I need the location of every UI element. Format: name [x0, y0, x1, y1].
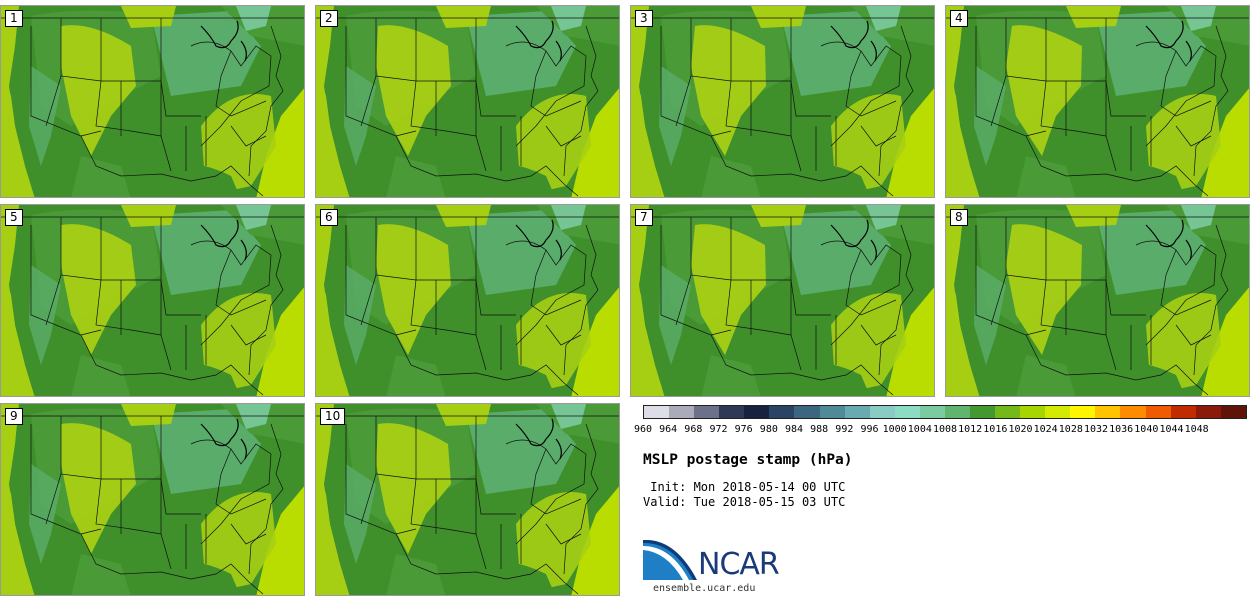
colorbar-swatch: [644, 406, 670, 418]
mslp-map: [1, 6, 304, 197]
colorbar-swatch: [995, 406, 1021, 418]
logo-url: ensemble.ucar.edu: [653, 583, 756, 594]
colorbar-swatch: [1070, 406, 1096, 418]
member-number-label: 1: [5, 10, 23, 27]
colorbar-swatch: [1045, 406, 1071, 418]
colorbar-tick-label: 984: [784, 424, 804, 435]
ensemble-member-panel: 10: [315, 403, 620, 596]
colorbar-tick-label: 960: [633, 424, 653, 435]
valid-time: Valid: Tue 2018-05-15 03 UTC: [643, 495, 846, 509]
chart-title: MSLP postage stamp (hPa): [643, 452, 853, 468]
colorbar-swatch: [1170, 406, 1196, 418]
colorbar-swatch: [869, 406, 895, 418]
colorbar-tick-label: 1008: [932, 424, 958, 435]
colorbar-ticks: 960 964 968 972 976 980 984 988 992 996 1000 1004 10…: [630, 424, 1260, 438]
colorbar-swatch: [844, 406, 870, 418]
mslp-map: [1, 205, 304, 396]
init-time: Init: Mon 2018-05-14 00 UTC: [643, 480, 846, 494]
ensemble-member-panel: 5: [0, 204, 305, 397]
mslp-map: [1, 404, 304, 595]
colorbar-tick-label: 972: [709, 424, 728, 435]
colorbar-tick-label: 1020: [1008, 424, 1033, 435]
colorbar-tick-label: 1000: [882, 424, 907, 435]
member-number-label: 2: [320, 10, 338, 27]
colorbar-tick-label: 976: [734, 424, 753, 435]
colorbar: [643, 405, 1247, 419]
member-number-label: 6: [320, 209, 338, 226]
ensemble-member-panel: 6: [315, 204, 620, 397]
ncar-logo-icon: [643, 540, 697, 580]
member-number-label: 4: [950, 10, 968, 27]
colorbar-tick-label: 980: [759, 424, 778, 435]
colorbar-tick-label: 996: [860, 424, 879, 435]
colorbar-tick-label: 1012: [958, 424, 983, 435]
colorbar-swatch: [1145, 406, 1171, 418]
mslp-map: [946, 6, 1249, 197]
mslp-map: [631, 205, 934, 396]
colorbar-tick-label: 1028: [1058, 424, 1083, 435]
colorbar-tick-label: 1004: [907, 424, 932, 435]
colorbar-tick-label: 1040: [1134, 424, 1159, 435]
mslp-map: [316, 205, 619, 396]
colorbar-swatch: [1120, 406, 1146, 418]
member-number-label: 8: [950, 209, 968, 226]
colorbar-tick-label: 988: [810, 424, 829, 435]
ensemble-member-panel: 8: [945, 204, 1250, 397]
ensemble-member-panel: 9: [0, 403, 305, 596]
colorbar-swatch: [744, 406, 770, 418]
ensemble-member-panel: 4: [945, 5, 1250, 198]
colorbar-swatch: [769, 406, 795, 418]
member-number-label: 9: [5, 408, 23, 425]
colorbar-tick-label: 992: [835, 424, 854, 435]
colorbar-swatch: [970, 406, 996, 418]
colorbar-tick-label: 1044: [1159, 424, 1184, 435]
ncar-logo-text: NCAR: [698, 547, 780, 582]
ensemble-member-panel: 2: [315, 5, 620, 198]
colorbar-tick-label: 1048: [1184, 424, 1209, 435]
ensemble-member-panel: 1: [0, 5, 305, 198]
colorbar-swatch: [694, 406, 720, 418]
colorbar-swatch: [919, 406, 945, 418]
mslp-map: [316, 6, 619, 197]
member-number-label: 3: [635, 10, 653, 27]
colorbar-swatch: [944, 406, 971, 418]
colorbar-tick-label: 968: [684, 424, 703, 435]
member-number-label: 5: [5, 209, 23, 226]
ensemble-member-panel: 3: [630, 5, 935, 198]
colorbar-tick-label: 1036: [1109, 424, 1134, 435]
colorbar-swatch: [669, 406, 695, 418]
colorbar-swatch: [794, 406, 820, 418]
colorbar-swatch: [819, 406, 845, 418]
colorbar-tick-label: 1032: [1083, 424, 1109, 435]
colorbar-tick-label: 964: [659, 424, 678, 435]
colorbar-swatch: [894, 406, 920, 418]
colorbar-swatch: [719, 406, 745, 418]
colorbar-swatch: [1020, 406, 1046, 418]
colorbar-swatch: [1220, 406, 1246, 418]
mslp-map: [316, 404, 619, 595]
colorbar-tick-label: 1024: [1033, 424, 1058, 435]
member-number-label: 10: [320, 408, 346, 425]
member-number-label: 7: [635, 209, 653, 226]
colorbar-swatch: [1095, 406, 1121, 418]
mslp-map: [946, 205, 1249, 396]
colorbar-swatch: [1195, 406, 1221, 418]
mslp-map: [631, 6, 934, 197]
colorbar-tick-label: 1016: [983, 424, 1008, 435]
ensemble-member-panel: 7: [630, 204, 935, 397]
